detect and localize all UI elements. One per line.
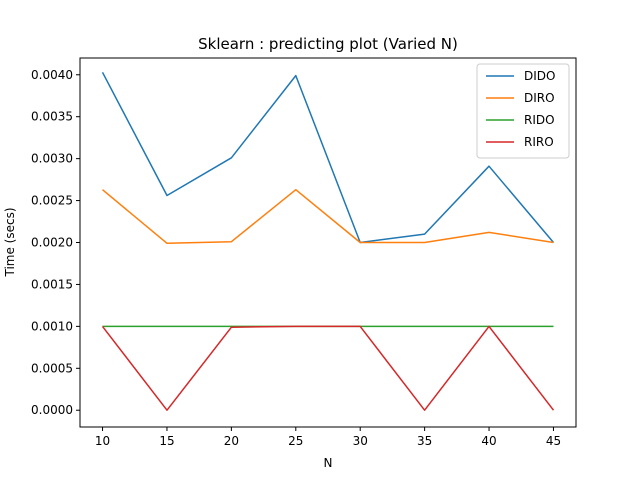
y-axis: 0.0000 0.0005 0.0010 0.0015 0.0020 0.0025 0.00…: [31, 68, 80, 417]
series-layer: [101, 71, 555, 411]
legend-label: RIRO: [524, 135, 554, 149]
series-line-diro: [102, 188, 554, 245]
legend-label: DIDO: [524, 69, 555, 83]
chart-title: Sklearn : predicting plot (Varied N): [198, 35, 458, 53]
x-axis: 10 15 20 25 30 35 40 45: [95, 427, 561, 448]
x-tick-label: 30: [353, 434, 368, 448]
y-axis-label: Time (secs): [3, 207, 17, 277]
series-line-dido: [101, 71, 555, 244]
y-tick-label: 0.0000: [31, 403, 73, 417]
x-tick-label: 35: [417, 434, 432, 448]
x-tick-label: 10: [95, 434, 110, 448]
y-tick-label: 0.0025: [31, 194, 73, 208]
legend-label: DIRO: [524, 91, 555, 105]
y-tick-label: 0.0030: [31, 152, 73, 166]
plot-frame: [79, 57, 577, 428]
x-tick-label: 20: [224, 434, 239, 448]
x-axis-label: N: [324, 456, 333, 470]
y-tick-label: 0.0010: [31, 319, 73, 333]
x-tick-label: 45: [546, 434, 561, 448]
series-line-riro: [101, 325, 555, 411]
y-tick-label: 0.0015: [31, 277, 73, 291]
legend-box: [476, 63, 570, 159]
y-tick-label: 0.0040: [31, 68, 73, 82]
y-tick-label: 0.0005: [31, 361, 73, 375]
y-tick-label: 0.0020: [31, 236, 73, 250]
legend-label: RIDO: [524, 113, 555, 127]
x-tick-label: 25: [288, 434, 303, 448]
x-tick-label: 40: [481, 434, 496, 448]
legend: DIDO DIRO RIDO RIRO: [476, 63, 570, 159]
x-tick-label: 15: [159, 434, 174, 448]
y-tick-label: 0.0035: [31, 110, 73, 124]
